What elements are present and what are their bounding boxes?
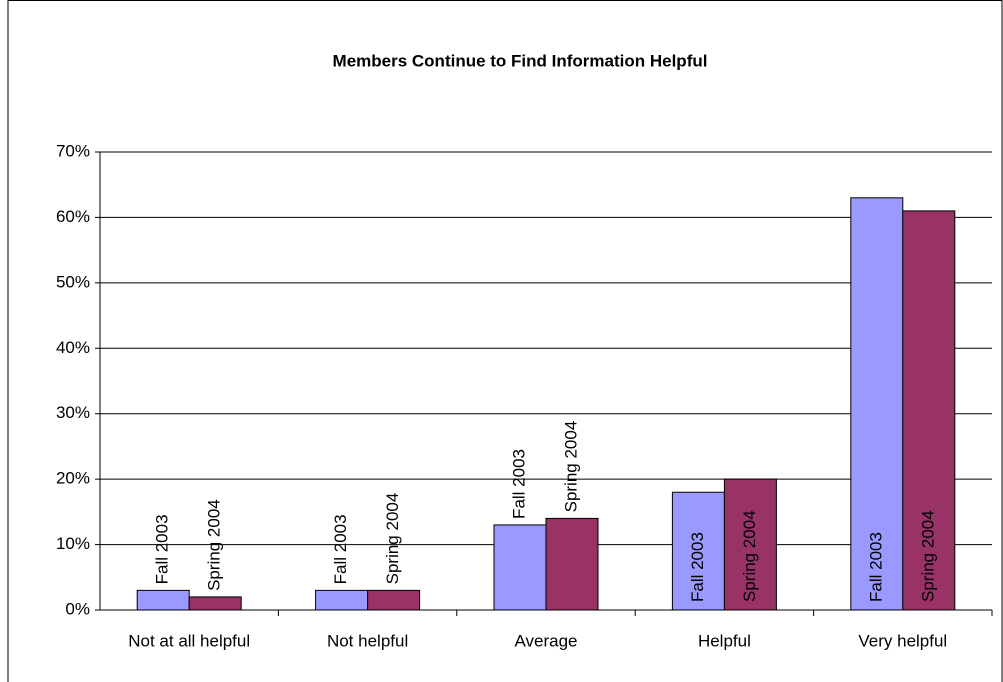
y-tick-label: 30% — [56, 403, 90, 422]
x-tick-label: Not helpful — [327, 631, 408, 650]
x-tick-label: Average — [514, 631, 577, 650]
y-tick-label: 50% — [56, 272, 90, 291]
bar — [188, 596, 242, 611]
x-tick-label: Very helpful — [858, 631, 947, 650]
x-tick-label: Not at all helpful — [128, 631, 250, 650]
y-tick-label: 20% — [56, 469, 90, 488]
bar-label: Spring 2004 — [383, 493, 402, 585]
bar — [493, 524, 547, 611]
bar-label: Spring 2004 — [561, 421, 580, 513]
y-tick-label: 40% — [56, 338, 90, 357]
y-tick-label: 0% — [65, 599, 90, 618]
bar-label: Fall 2003 — [509, 449, 528, 519]
bar-label: Fall 2003 — [331, 514, 350, 584]
bar-label: Fall 2003 — [866, 532, 885, 602]
y-tick-label: 70% — [56, 141, 90, 160]
bar — [315, 589, 369, 611]
y-tick-label: 60% — [56, 207, 90, 226]
bar — [136, 589, 190, 611]
bar-label: Spring 2004 — [740, 510, 759, 602]
y-tick-label: 10% — [56, 534, 90, 553]
bar — [545, 517, 599, 611]
bar-label: Fall 2003 — [153, 514, 172, 584]
bar-label: Spring 2004 — [205, 499, 224, 591]
bar-label: Fall 2003 — [688, 532, 707, 602]
bar — [367, 589, 421, 611]
bar — [902, 210, 956, 611]
chart-title: Members Continue to Find Information Hel… — [333, 51, 708, 70]
bar-label: Spring 2004 — [918, 510, 937, 602]
x-tick-label: Helpful — [698, 631, 751, 650]
bar — [671, 491, 725, 611]
